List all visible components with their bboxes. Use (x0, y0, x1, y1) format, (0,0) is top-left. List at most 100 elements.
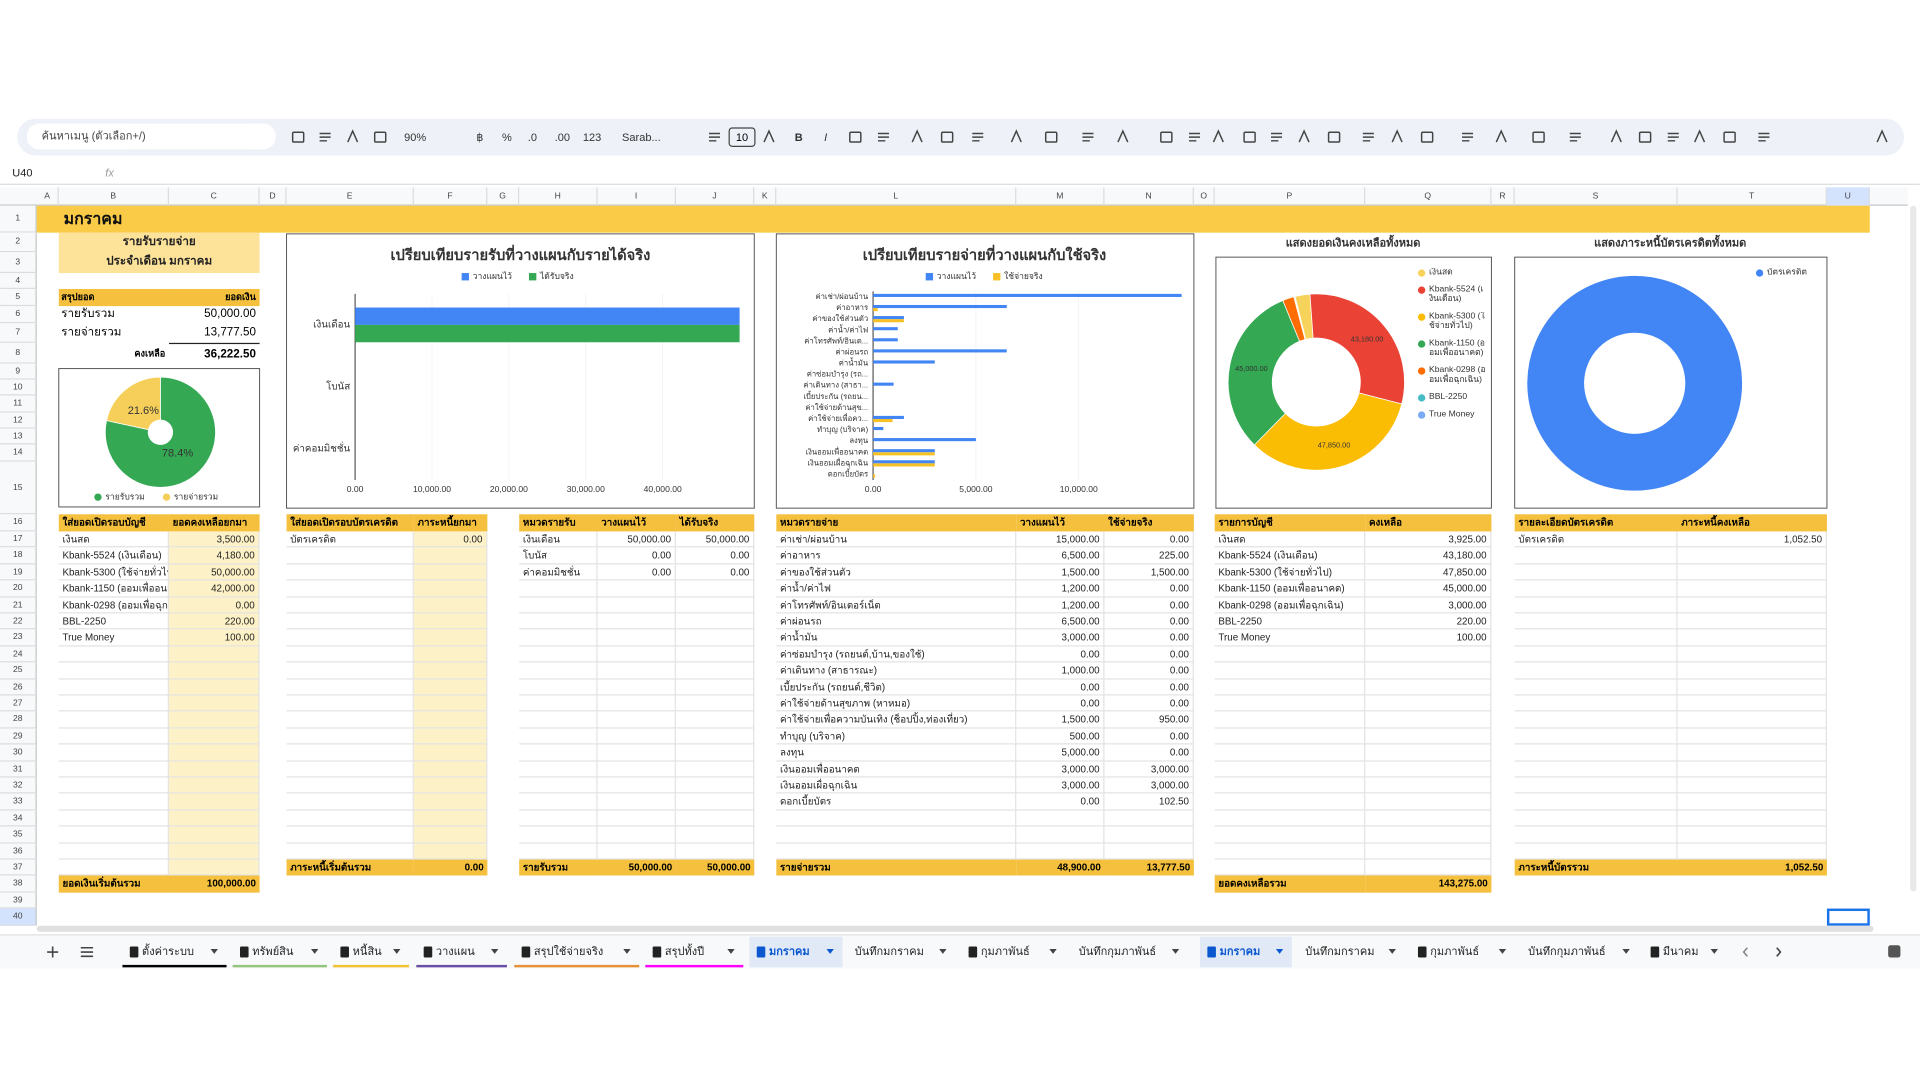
empty-cell[interactable] (413, 597, 488, 614)
empty-cell[interactable] (1514, 728, 1678, 745)
table-cell[interactable]: 100.00 (168, 629, 260, 647)
empty-cell[interactable] (597, 826, 676, 844)
empty-cell[interactable] (519, 793, 598, 811)
table-total[interactable]: ภาระหนี้เริ่มต้นรวม (286, 859, 414, 876)
empty-cell[interactable] (675, 744, 755, 762)
empty-cell[interactable] (1214, 711, 1366, 729)
empty-cell[interactable] (1214, 744, 1366, 762)
empty-cell[interactable] (413, 843, 488, 860)
table-total[interactable]: 13,777.50 (1104, 859, 1194, 876)
table-cell[interactable]: 220.00 (168, 613, 260, 630)
empty-cell[interactable] (519, 679, 598, 696)
table-cell[interactable]: เงินเดือน (519, 531, 598, 548)
table-cell[interactable]: 0.00 (1104, 646, 1194, 663)
empty-cell[interactable] (1365, 843, 1492, 860)
table-cell[interactable]: True Money (58, 629, 169, 647)
table-cell[interactable]: 500.00 (1016, 728, 1105, 745)
sheet-tab[interactable]: ตั้งค่าระบบ (122, 937, 227, 968)
table-cell[interactable]: เบี้ยประกัน (รถยนต์,ชีวิต) (776, 679, 1017, 696)
empty-cell[interactable] (413, 761, 488, 778)
empty-cell[interactable] (675, 613, 755, 630)
empty-cell[interactable] (675, 695, 755, 712)
empty-cell[interactable] (1365, 761, 1492, 778)
empty-cell[interactable] (519, 695, 598, 712)
empty-cell[interactable] (675, 662, 755, 680)
empty-cell[interactable] (286, 793, 414, 811)
table-cell[interactable]: 0.00 (1104, 695, 1194, 712)
table-cell[interactable]: 3,500.00 (168, 531, 260, 548)
table-cell[interactable]: 0.00 (1016, 646, 1105, 663)
empty-cell[interactable] (1514, 843, 1678, 860)
empty-cell[interactable] (597, 728, 676, 745)
empty-cell[interactable] (286, 777, 414, 794)
table-header[interactable]: ใส่ยอดเปิดรอบบัตรเครดิต (286, 514, 414, 532)
empty-cell[interactable] (413, 547, 488, 565)
empty-cell[interactable] (519, 777, 598, 794)
empty-cell[interactable] (1677, 646, 1827, 663)
empty-cell[interactable] (1214, 679, 1366, 696)
table-cell[interactable]: 1,052.50 (1677, 531, 1827, 548)
empty-cell[interactable] (1365, 679, 1492, 696)
empty-cell[interactable] (675, 597, 755, 614)
empty-cell[interactable] (168, 695, 260, 712)
empty-cell[interactable] (1214, 728, 1366, 745)
table-cell[interactable]: 45,000.00 (1365, 580, 1492, 598)
empty-cell[interactable] (519, 580, 598, 598)
table-cell[interactable]: เงินสด (1214, 531, 1366, 548)
table-cell[interactable]: Kbank-0298 (ออมเพื่อฉุกเฉิน) (58, 597, 169, 614)
empty-cell[interactable] (58, 646, 169, 663)
empty-cell[interactable] (1365, 810, 1492, 827)
empty-cell[interactable] (1677, 679, 1827, 696)
table-header[interactable]: ยอดคงเหลือยกมา (168, 514, 260, 532)
empty-cell[interactable] (168, 859, 260, 876)
table-cell[interactable]: ค่าของใช้ส่วนตัว (776, 564, 1017, 581)
empty-cell[interactable] (58, 744, 169, 762)
empty-cell[interactable] (675, 777, 755, 794)
empty-cell[interactable] (286, 646, 414, 663)
empty-cell[interactable] (519, 662, 598, 680)
empty-cell[interactable] (168, 711, 260, 729)
toolbar-button[interactable]: B (794, 131, 803, 144)
empty-cell[interactable] (1514, 547, 1678, 565)
table-cell[interactable]: ค่าอาหาร (776, 547, 1017, 565)
table-cell[interactable]: 1,000.00 (1016, 662, 1105, 680)
table-cell[interactable]: ค่าน้ำมัน (776, 629, 1017, 647)
empty-cell[interactable] (597, 695, 676, 712)
table-total[interactable]: 50,000.00 (675, 859, 755, 876)
table-cell[interactable]: 0.00 (675, 564, 755, 581)
empty-cell[interactable] (1677, 613, 1827, 630)
empty-cell[interactable] (286, 564, 414, 581)
table-cell[interactable]: 0.00 (1104, 580, 1194, 598)
empty-cell[interactable] (286, 711, 414, 729)
table-total[interactable]: 143,275.00 (1365, 875, 1492, 893)
empty-cell[interactable] (413, 744, 488, 762)
sheet-tab[interactable]: สรุปใช้จ่ายจริง (514, 937, 640, 968)
empty-cell[interactable] (413, 810, 488, 827)
table-cell[interactable]: 0.00 (1104, 597, 1194, 614)
empty-cell[interactable] (168, 662, 260, 680)
horizontal-scrollbar[interactable] (36, 925, 1874, 932)
table-cell[interactable]: 15,000.00 (1016, 531, 1105, 548)
table-header[interactable]: วางแผนไว้ (597, 514, 676, 532)
table-cell[interactable]: 102.50 (1104, 793, 1194, 811)
empty-cell[interactable] (413, 711, 488, 729)
toolbar-button[interactable]: Sarab... (622, 131, 661, 144)
table-cell[interactable]: 0.00 (1016, 679, 1105, 696)
empty-cell[interactable] (1365, 695, 1492, 712)
empty-cell[interactable] (1365, 744, 1492, 762)
empty-cell[interactable] (1677, 761, 1827, 778)
table-cell[interactable]: 1,500.00 (1104, 564, 1194, 581)
empty-cell[interactable] (776, 843, 1017, 860)
sheet-tab[interactable]: สรุปทั้งปี (645, 937, 744, 968)
table-header[interactable]: หมวดรายจ่าย (776, 514, 1017, 532)
summary-label[interactable]: คงเหลือ (134, 347, 166, 359)
empty-cell[interactable] (286, 843, 414, 860)
empty-cell[interactable] (1677, 843, 1827, 860)
table-cell[interactable]: 3,000.00 (1016, 629, 1105, 647)
table-header[interactable]: รายการบัญชี (1214, 514, 1366, 532)
table-header[interactable]: ใส่ยอดเปิดรอบบัญชี (58, 514, 169, 532)
table-header[interactable]: คงเหลือ (1365, 514, 1492, 532)
empty-cell[interactable] (597, 793, 676, 811)
empty-cell[interactable] (1104, 843, 1194, 860)
table-cell[interactable]: 4,180.00 (168, 547, 260, 565)
